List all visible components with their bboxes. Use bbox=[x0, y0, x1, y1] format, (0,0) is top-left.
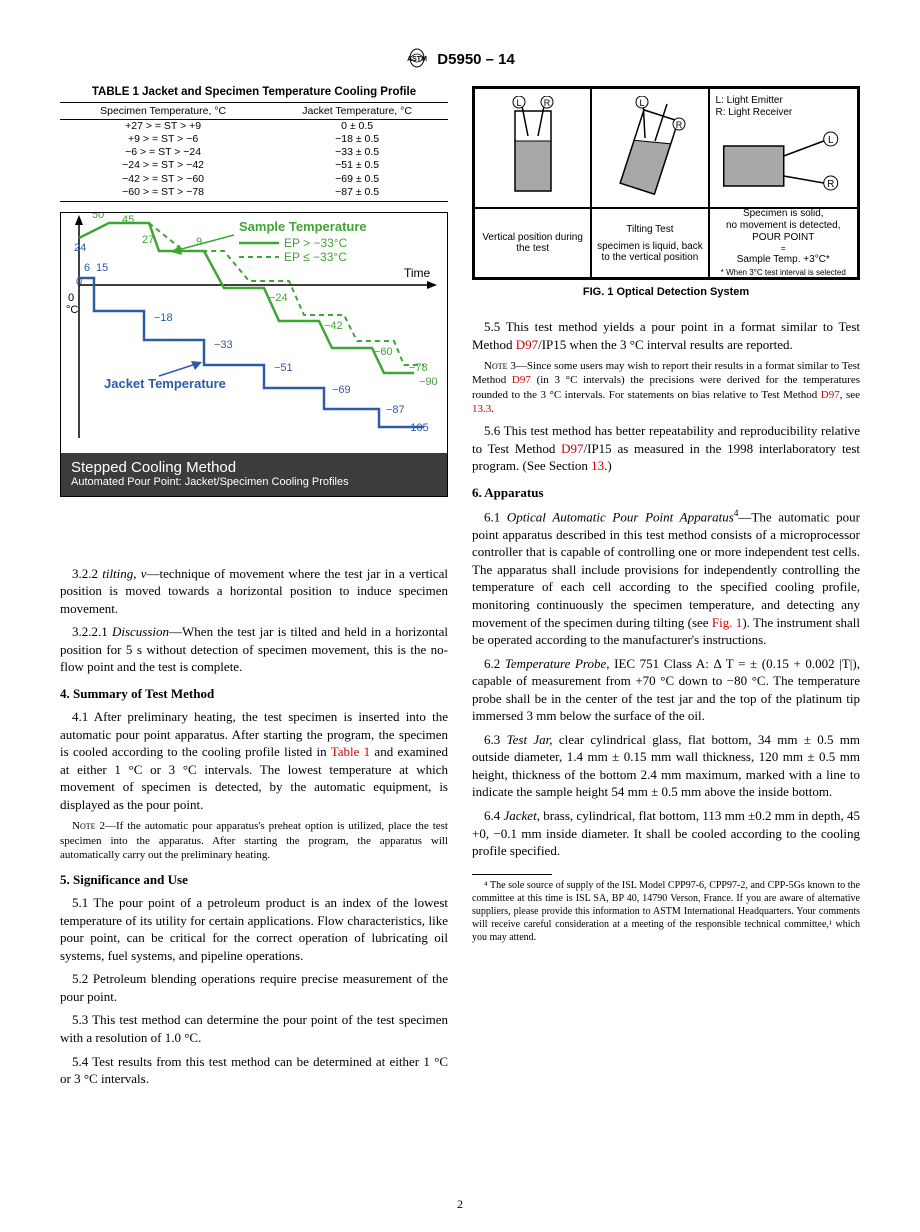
svg-text:Sample Temperature: Sample Temperature bbox=[239, 219, 367, 234]
footnote-rule bbox=[472, 874, 552, 875]
svg-text:R: R bbox=[827, 179, 834, 190]
fig1-label-tilting: Tilting Test specimen is liquid, back to… bbox=[591, 208, 708, 278]
link-d97-4[interactable]: D97 bbox=[561, 441, 583, 456]
chart-footer: Stepped Cooling Method Automated Pour Po… bbox=[61, 453, 447, 496]
link-13-3[interactable]: 13.3 bbox=[472, 403, 491, 415]
figure-1: L R L R bbox=[472, 86, 860, 280]
chart-footer-line1: Stepped Cooling Method bbox=[71, 459, 437, 476]
note-3: Note 3—Since some users may wish to repo… bbox=[472, 359, 860, 416]
svg-text:0: 0 bbox=[76, 276, 82, 288]
svg-text:−24: −24 bbox=[269, 292, 288, 304]
para-6-3: 6.3 Test Jar, clear cylindrical glass, f… bbox=[472, 731, 860, 801]
para-3-2-2-1: 3.2.2.1 Discussion—When the test jar is … bbox=[60, 623, 448, 676]
table1-col1-header: Specimen Temperature, °C bbox=[60, 103, 266, 120]
svg-text:Time: Time bbox=[404, 266, 431, 280]
svg-text:6: 6 bbox=[84, 262, 90, 274]
heading-4: 4. Summary of Test Method bbox=[60, 686, 448, 702]
table1: Specimen Temperature, °C Jacket Temperat… bbox=[60, 102, 448, 202]
page-number: 2 bbox=[0, 1197, 920, 1212]
svg-text:15: 15 bbox=[96, 262, 108, 274]
svg-text:−51: −51 bbox=[274, 362, 293, 374]
svg-text:R: R bbox=[676, 120, 683, 130]
svg-text:−105: −105 bbox=[404, 422, 429, 434]
para-5-6: 5.6 This test method has better repeatab… bbox=[472, 422, 860, 475]
fig1-label-solid: Specimen is solid, no movement is detect… bbox=[709, 208, 858, 278]
link-table1[interactable]: Table 1 bbox=[331, 744, 370, 759]
svg-text:L: L bbox=[639, 98, 644, 108]
svg-text:EP ≤ −33°C: EP ≤ −33°C bbox=[284, 250, 347, 264]
link-fig1[interactable]: Fig. 1 bbox=[712, 615, 742, 630]
svg-text:R: R bbox=[543, 98, 550, 108]
table-row: +9 > = ST > −6−18 ± 0.5 bbox=[60, 133, 448, 146]
svg-text:EP > −33°C: EP > −33°C bbox=[284, 236, 348, 250]
svg-text:−33: −33 bbox=[214, 339, 233, 351]
table-row: +27 > = ST > +90 ± 0.5 bbox=[60, 120, 448, 134]
heading-5: 5. Significance and Use bbox=[60, 872, 448, 888]
page-header: ASTM D5950 – 14 bbox=[60, 48, 860, 72]
table1-col2-header: Jacket Temperature, °C bbox=[266, 103, 448, 120]
note-2: Note 2—If the automatic pour apparatus's… bbox=[60, 819, 448, 862]
cooling-chart: 0°CTime5045279−24−42−60−78−90246150−18−3… bbox=[60, 212, 448, 497]
chart-svg: 0°CTime5045279−24−42−60−78−90246150−18−3… bbox=[61, 213, 447, 453]
para-6-2: 6.2 Temperature Probe, IEC 751 Class A: … bbox=[472, 655, 860, 725]
fig1-label-vertical: Vertical position during the test bbox=[474, 208, 591, 278]
svg-text:−69: −69 bbox=[332, 384, 351, 396]
para-5-3: 5.3 This test method can determine the p… bbox=[60, 1011, 448, 1046]
para-6-1: 6.1 Optical Automatic Pour Point Apparat… bbox=[472, 507, 860, 649]
fig1-cell-tilting: L R bbox=[591, 88, 708, 208]
para-6-4: 6.4 Jacket, brass, cylindrical, flat bot… bbox=[472, 807, 860, 860]
svg-text:−18: −18 bbox=[154, 312, 173, 324]
heading-6: 6. Apparatus bbox=[472, 485, 860, 501]
table-row: −24 > = ST > −42−51 ± 0.5 bbox=[60, 159, 448, 172]
footnote-4: ⁴ The sole source of supply of the ISL M… bbox=[472, 879, 860, 944]
para-5-5: 5.5 This test method yields a pour point… bbox=[472, 318, 860, 353]
svg-text:L: L bbox=[516, 98, 521, 108]
para-5-1: 5.1 The pour point of a petroleum produc… bbox=[60, 894, 448, 964]
link-sec13[interactable]: 13 bbox=[591, 458, 604, 473]
svg-text:Jacket Temperature: Jacket Temperature bbox=[104, 376, 226, 391]
svg-text:°C: °C bbox=[66, 304, 78, 316]
svg-text:45: 45 bbox=[122, 214, 134, 226]
svg-text:−78: −78 bbox=[409, 362, 428, 374]
two-column-layout: TABLE 1 Jacket and Specimen Temperature … bbox=[60, 86, 860, 1094]
svg-text:50: 50 bbox=[92, 213, 104, 221]
link-d97-3[interactable]: D97 bbox=[821, 389, 840, 401]
svg-text:0: 0 bbox=[68, 292, 74, 304]
para-3-2-2: 3.2.2 tilting, v—technique of movement w… bbox=[60, 565, 448, 618]
para-5-4: 5.4 Test results from this test method c… bbox=[60, 1053, 448, 1088]
svg-text:−87: −87 bbox=[386, 404, 405, 416]
svg-text:L: L bbox=[827, 135, 833, 146]
astm-logo: ASTM bbox=[405, 48, 429, 72]
svg-text:−90: −90 bbox=[419, 376, 438, 388]
svg-text:ASTM: ASTM bbox=[407, 56, 427, 63]
link-d97-1[interactable]: D97 bbox=[516, 337, 538, 352]
para-5-2: 5.2 Petroleum blending operations requir… bbox=[60, 970, 448, 1005]
left-column: TABLE 1 Jacket and Specimen Temperature … bbox=[60, 86, 448, 1094]
designation-text: D5950 – 14 bbox=[437, 51, 515, 68]
table-row: −42 > = ST > −60−69 ± 0.5 bbox=[60, 173, 448, 186]
chart-footer-line2: Automated Pour Point: Jacket/Specimen Co… bbox=[71, 476, 437, 488]
fig1-caption: FIG. 1 Optical Detection System bbox=[472, 286, 860, 298]
right-column: L R L R bbox=[472, 86, 860, 1094]
svg-text:27: 27 bbox=[142, 234, 154, 246]
link-d97-2[interactable]: D97 bbox=[512, 374, 531, 386]
svg-text:−42: −42 bbox=[324, 320, 343, 332]
fig1-cell-vertical: L R bbox=[474, 88, 591, 208]
table-row: −60 > = ST > −78−87 ± 0.5 bbox=[60, 186, 448, 202]
fig1-cell-solid: L: Light Emitter R: Light Receiver L R bbox=[709, 88, 858, 208]
table1-caption: TABLE 1 Jacket and Specimen Temperature … bbox=[60, 86, 448, 98]
table-row: −6 > = ST > −24−33 ± 0.5 bbox=[60, 146, 448, 159]
svg-text:24: 24 bbox=[74, 242, 86, 254]
svg-text:−60: −60 bbox=[374, 346, 393, 358]
para-4-1: 4.1 After preliminary heating, the test … bbox=[60, 708, 448, 813]
svg-text:9: 9 bbox=[196, 236, 202, 248]
